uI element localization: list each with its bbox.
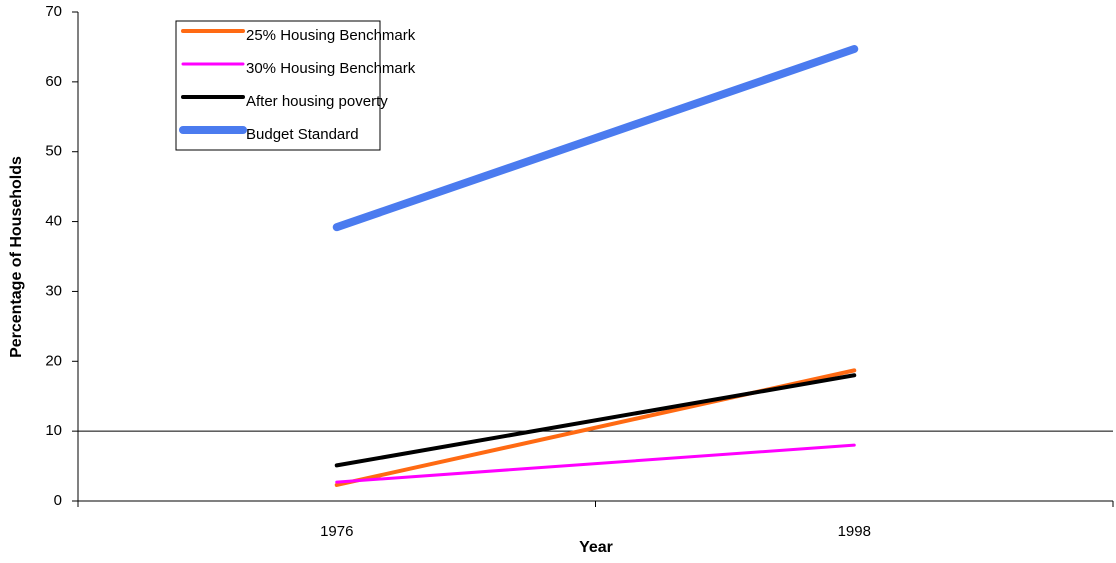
series-line [335, 443, 856, 484]
legend-label: 25% Housing Benchmark [246, 27, 416, 44]
x-axis-title: Year [579, 539, 613, 556]
x-tick-label: 1998 [838, 523, 871, 540]
y-tick-label: 0 [54, 492, 62, 509]
y-axis-title: Percentage of Households [8, 156, 25, 358]
y-tick-label: 30 [45, 282, 62, 299]
legend-label: Budget Standard [246, 126, 359, 143]
y-tick-label: 20 [45, 352, 62, 369]
legend-label: 30% Housing Benchmark [246, 60, 416, 77]
series-line [334, 373, 857, 468]
y-tick-label: 70 [45, 3, 62, 20]
y-tick-label: 40 [45, 213, 62, 230]
x-tick-label: 1976 [320, 523, 353, 540]
y-tick-label: 50 [45, 143, 62, 160]
y-tick-label: 10 [45, 422, 62, 439]
y-tick-label: 60 [45, 73, 62, 90]
legend-label: After housing poverty [246, 93, 388, 110]
series-line [332, 45, 859, 232]
